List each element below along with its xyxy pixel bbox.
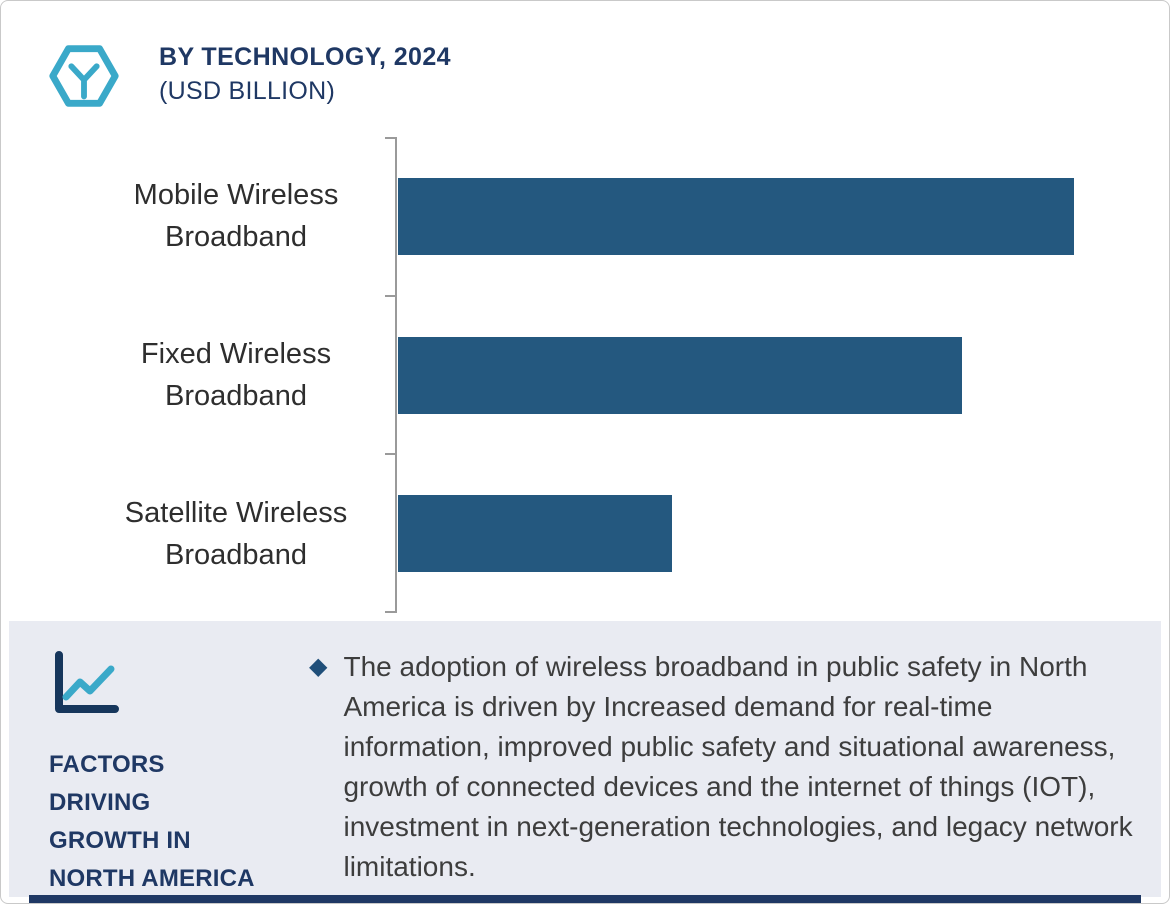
chart-header: BY TECHNOLOGY, 2024 (USD BILLION) <box>45 37 451 115</box>
bar-chart: Mobile Wireless Broadband Fixed Wireless … <box>1 137 1169 613</box>
axis-tick <box>385 294 395 297</box>
factors-heading-line: GROWTH IN <box>49 827 191 854</box>
bar-row: Satellite Wireless Broadband <box>1 454 1169 613</box>
bar-track <box>398 177 1155 255</box>
factors-heading: FACTORS DRIVING GROWTH IN NORTH AMERICA <box>49 746 271 898</box>
bottom-accent-bar <box>29 895 1141 903</box>
chart-title: BY TECHNOLOGY, 2024 <box>159 43 451 71</box>
diamond-bullet-icon: ◆ <box>309 653 328 680</box>
factors-heading-line: NORTH AMERICA <box>49 865 255 892</box>
bar-mobile-wireless-broadband <box>398 177 1074 255</box>
factors-heading-line: FACTORS DRIVING <box>49 751 165 816</box>
hexagon-brand-icon <box>45 37 123 115</box>
bar-fixed-wireless-broadband <box>398 336 963 414</box>
factors-panel: FACTORS DRIVING GROWTH IN NORTH AMERICA … <box>9 621 1161 897</box>
chart-subtitle: (USD BILLION) <box>159 77 336 105</box>
bar-track <box>398 336 1155 414</box>
axis-tick <box>385 137 395 139</box>
bar-satellite-wireless-broadband <box>398 495 672 573</box>
bar-rows-container: Mobile Wireless Broadband Fixed Wireless … <box>1 137 1169 613</box>
bar-row: Fixed Wireless Broadband <box>1 296 1169 455</box>
title-block: BY TECHNOLOGY, 2024 (USD BILLION) <box>159 37 451 106</box>
bar-category-label: Satellite Wireless Broadband <box>124 496 348 571</box>
bar-track <box>398 495 1155 573</box>
y-axis-line <box>385 137 397 613</box>
bar-category-label: Mobile Wireless Broadband <box>133 179 339 254</box>
bar-row: Mobile Wireless Broadband <box>1 137 1169 296</box>
line-chart-icon <box>49 651 121 723</box>
factors-text: The adoption of wireless broadband in pu… <box>343 651 1133 882</box>
bar-category-label: Fixed Wireless Broadband <box>140 337 332 412</box>
axis-tick <box>385 453 395 456</box>
factors-left-column: FACTORS DRIVING GROWTH IN NORTH AMERICA <box>9 621 271 897</box>
factors-right-column: ◆ The adoption of wireless broadband in … <box>271 621 1161 897</box>
axis-tick <box>385 611 395 613</box>
